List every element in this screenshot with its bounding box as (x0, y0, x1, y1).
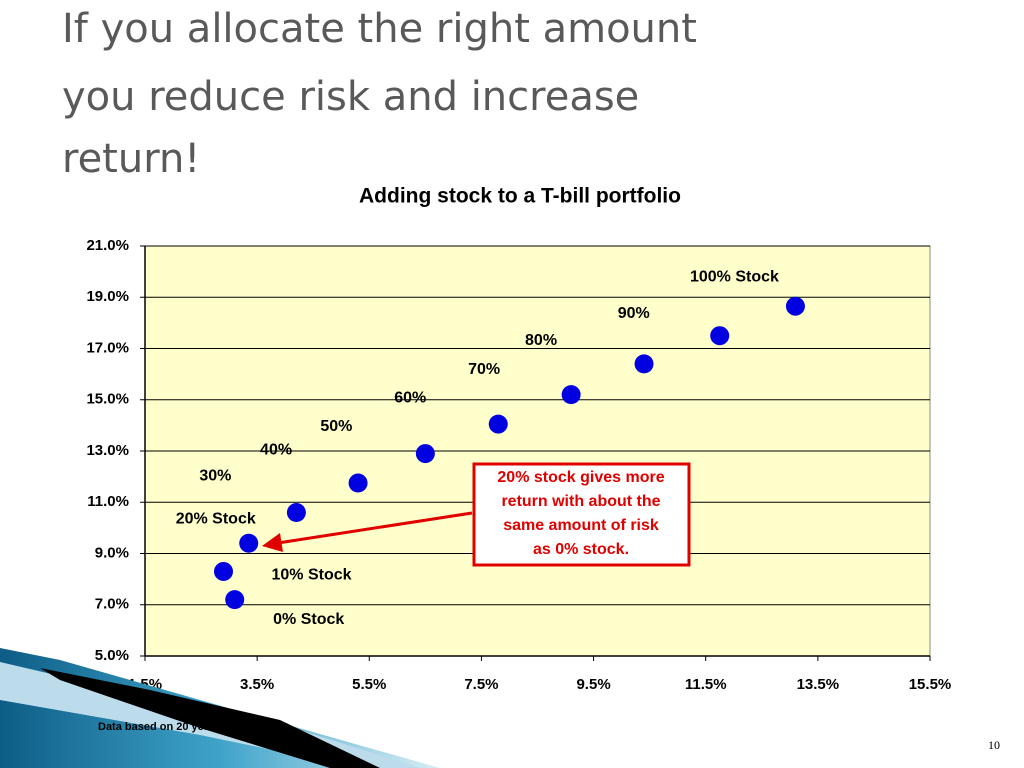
point-label: 60% (394, 389, 426, 406)
point (634, 354, 654, 374)
y-tick-label: 19.0% (86, 288, 129, 305)
x-tick-label: 9.5% (576, 676, 610, 693)
x-tick-label: 15.5% (909, 676, 952, 693)
footnote: Data based on 20 years of returns. (98, 721, 278, 733)
y-tick-label: 15.0% (86, 391, 129, 408)
point-label: 10% Stock (271, 567, 351, 584)
point (710, 326, 730, 346)
point (348, 473, 368, 493)
point-label: 20% Stock (176, 510, 256, 527)
x-tick-label: 5.5% (352, 676, 386, 693)
slide-title: return! (62, 136, 200, 182)
point-label: 70% (468, 361, 500, 378)
chart: Adding stock to a T-bill portfolio 5.0% 7.… (86, 185, 951, 693)
decoration (0, 648, 440, 768)
point-label: 0% Stock (273, 611, 344, 628)
x-tick-label: 3.5% (240, 676, 274, 693)
point (488, 414, 508, 434)
point-label: 100% Stock (690, 268, 779, 285)
point-label: 50% (320, 418, 352, 435)
point-label: 30% (199, 468, 231, 485)
point (785, 296, 805, 316)
point (286, 503, 306, 522)
point-label: 80% (525, 332, 557, 349)
point (239, 533, 259, 553)
annotation-text: as 0% stock. (533, 541, 629, 558)
x-tick-label: 13.5% (797, 676, 840, 693)
point (415, 444, 435, 464)
y-tick-label: 9.0% (95, 544, 129, 561)
x-tick-label: 7.5% (464, 676, 498, 693)
swoosh (40, 668, 380, 768)
annotation-box (472, 462, 691, 567)
y-tick-label: 21.0% (86, 237, 129, 254)
arrow-head (262, 533, 283, 552)
slide-title: you reduce risk and increase (62, 74, 639, 120)
slide-title: If you allocate the right amount (62, 6, 697, 52)
point (225, 590, 245, 610)
y-tick-label: 11.0% (87, 493, 129, 510)
annotation-text: return with about the (501, 493, 660, 510)
y-tick-label: 5.0% (95, 647, 129, 664)
chart-title: Adding stock to a T-bill portfolio (359, 185, 681, 208)
y-tick-label: 13.0% (86, 442, 129, 459)
annotation-text: same amount of risk (503, 517, 659, 534)
point-label: 90% (618, 305, 650, 322)
y-tick-label: 7.0% (95, 596, 129, 613)
page-number: 10 (988, 738, 1000, 752)
point-label: 40% (260, 441, 292, 458)
point (561, 385, 581, 405)
y-tick-label: 17.0% (86, 339, 129, 356)
point (214, 561, 233, 581)
x-tick-label: 11.5% (685, 676, 727, 693)
annotation-arrow (277, 511, 473, 545)
annotation-text: 20% stock gives more (497, 469, 664, 486)
